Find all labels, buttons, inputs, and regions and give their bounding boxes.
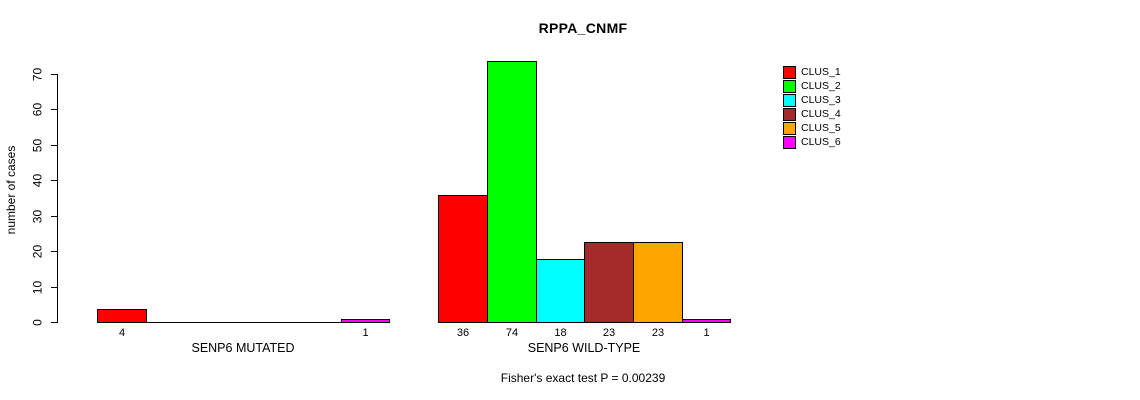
bar-clus_6-wildtype xyxy=(682,319,731,323)
bar-value-label: 1 xyxy=(362,327,369,339)
legend-label-clus_1: CLUS_1 xyxy=(801,66,841,78)
bar-value-label: 74 xyxy=(505,327,519,339)
bar-clus_4-wildtype xyxy=(584,242,634,323)
legend-swatch-clus_4 xyxy=(783,108,796,121)
bar-clus_2-wildtype xyxy=(487,61,537,323)
y-tick xyxy=(51,180,57,181)
y-tick xyxy=(51,216,57,217)
y-tick-label: 60 xyxy=(30,102,45,117)
y-tick xyxy=(51,145,57,146)
y-tick xyxy=(51,74,57,75)
bar-value-label: 36 xyxy=(456,327,470,339)
zero-bar-line xyxy=(195,322,244,323)
bar-value-label: 18 xyxy=(554,327,567,339)
legend-swatch-clus_3 xyxy=(783,94,796,107)
legend-label-clus_4: CLUS_4 xyxy=(801,108,841,120)
bar-clus_1-wildtype xyxy=(438,195,488,323)
bar-clus_6-mutated xyxy=(341,319,390,323)
legend-swatch-clus_1 xyxy=(783,66,796,79)
y-tick-label: 10 xyxy=(30,280,45,295)
y-tick-label: 50 xyxy=(30,138,45,153)
legend-swatch-clus_5 xyxy=(783,122,796,135)
y-tick-label: 0 xyxy=(30,319,45,326)
legend-label-clus_2: CLUS_2 xyxy=(801,80,841,92)
legend-label-clus_6: CLUS_6 xyxy=(801,136,841,148)
legend-swatch-clus_2 xyxy=(783,80,796,93)
fisher-test-annotation: Fisher's exact test P = 0.00239 xyxy=(500,371,666,385)
y-tick-label: 30 xyxy=(30,209,45,224)
group-label-wildtype: SENP6 WILD-TYPE xyxy=(527,341,641,355)
bar-value-label: 4 xyxy=(118,327,126,339)
zero-bar-line xyxy=(292,322,342,323)
bar-value-label: 1 xyxy=(703,327,710,339)
y-axis-label: number of cases xyxy=(4,145,18,235)
bar-clus_5-wildtype xyxy=(633,242,683,323)
bar-value-label: 23 xyxy=(651,327,665,339)
y-axis-line xyxy=(57,74,58,323)
group-label-mutated: SENP6 MUTATED xyxy=(191,341,295,355)
y-tick xyxy=(51,322,57,323)
bar-clus_3-wildtype xyxy=(536,259,585,323)
legend-swatch-clus_6 xyxy=(783,136,796,149)
bar-clus_1-mutated xyxy=(97,309,147,323)
legend-label-clus_5: CLUS_5 xyxy=(801,122,841,134)
zero-bar-line xyxy=(146,322,196,323)
y-tick xyxy=(51,109,57,110)
bar-value-label: 23 xyxy=(602,327,616,339)
y-tick-label: 20 xyxy=(30,244,45,259)
y-tick xyxy=(51,287,57,288)
chart-title: RPPA_CNMF xyxy=(538,20,628,36)
y-tick xyxy=(51,251,57,252)
zero-bar-line xyxy=(243,322,293,323)
legend-label-clus_3: CLUS_3 xyxy=(801,94,841,106)
y-tick-label: 40 xyxy=(30,173,45,188)
y-tick-label: 70 xyxy=(30,67,45,82)
